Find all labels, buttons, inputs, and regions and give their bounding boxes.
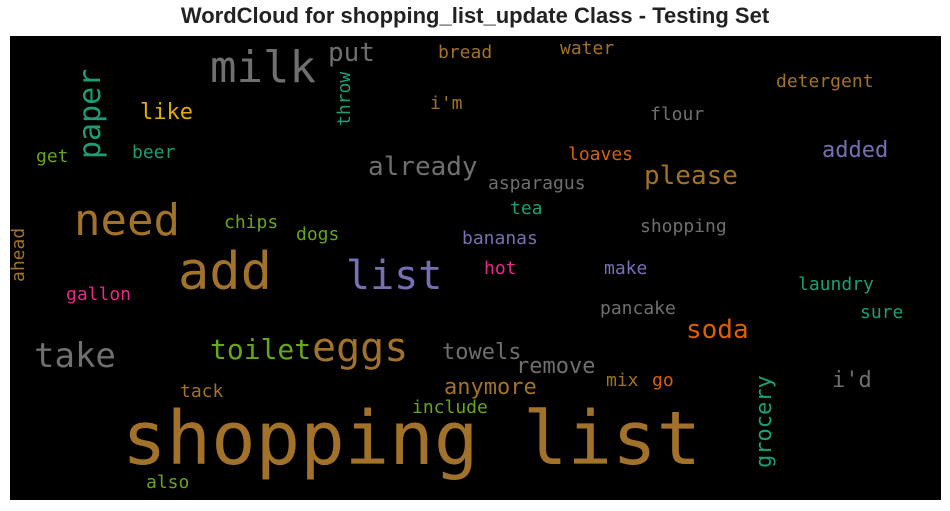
word-added: added <box>822 138 889 163</box>
word-tack: tack <box>180 381 224 402</box>
word-hot: hot <box>484 258 517 279</box>
word-i-d: i'd <box>832 368 872 393</box>
word-detergent: detergent <box>776 71 874 92</box>
wordcloud-canvas: shopping list add need milk list eggs take pape… <box>10 36 941 500</box>
word-like: like <box>140 100 193 125</box>
word-need: need <box>74 195 180 246</box>
word-gallon: gallon <box>66 284 132 305</box>
word-dogs: dogs <box>296 224 340 245</box>
word-asparagus: asparagus <box>488 173 586 194</box>
word-grocery: grocery <box>752 375 777 468</box>
word-beer: beer <box>132 142 176 163</box>
word-flour: flour <box>650 104 705 125</box>
word-eggs: eggs <box>312 325 409 371</box>
word-paper: paper <box>73 68 108 159</box>
word-please: please <box>644 161 738 191</box>
word-remove: remove <box>516 354 596 379</box>
word-milk: milk <box>210 42 316 93</box>
word-go: go <box>652 370 674 391</box>
word-bread: bread <box>438 42 493 63</box>
word-shopping-list: shopping list <box>122 396 702 482</box>
word-add: add <box>178 242 272 302</box>
word-take: take <box>34 336 116 376</box>
word-anymore: anymore <box>444 375 537 400</box>
word-towels: towels <box>442 340 522 365</box>
word-water: water <box>560 38 615 59</box>
word-put: put <box>328 38 375 68</box>
word-sure: sure <box>860 302 904 323</box>
word-tea: tea <box>510 198 543 219</box>
word-also: also <box>146 472 190 493</box>
word-include: include <box>412 397 488 418</box>
word-toilet: toilet <box>210 333 312 366</box>
word-bananas: bananas <box>462 228 538 249</box>
word-make: make <box>604 258 648 279</box>
word-ahead: ahead <box>10 227 29 282</box>
word-i-m: i'm <box>430 93 463 114</box>
word-mix: mix <box>606 370 639 391</box>
word-soda: soda <box>686 315 749 345</box>
word-get: get <box>36 146 69 167</box>
chart-title: WordCloud for shopping_list_update Class… <box>180 3 770 28</box>
word-list: list <box>346 253 443 299</box>
word-loaves: loaves <box>568 144 634 165</box>
word-chips: chips <box>224 212 279 233</box>
word-pancake: pancake <box>600 298 676 319</box>
word-laundry: laundry <box>798 274 874 295</box>
word-shopping: shopping <box>640 216 727 237</box>
word-already: already <box>368 152 478 182</box>
word-throw: throw <box>334 71 355 126</box>
